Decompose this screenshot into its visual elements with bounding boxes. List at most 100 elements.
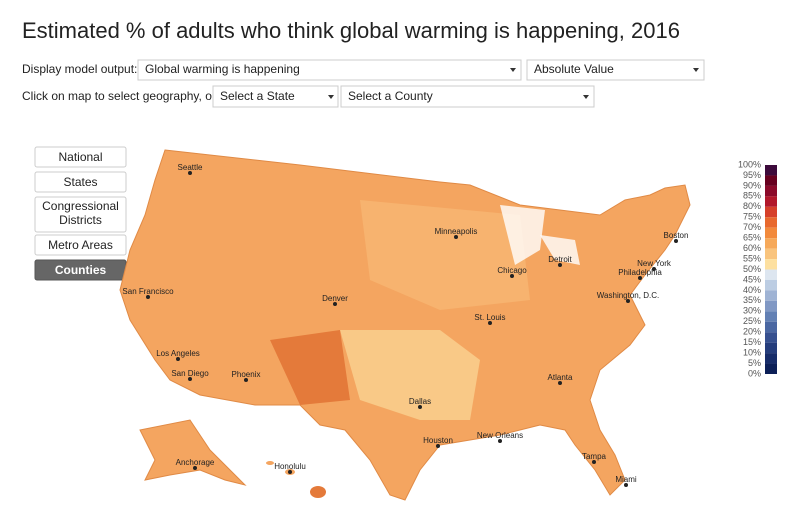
city-dot [558, 263, 562, 267]
geo-button[interactable] [34, 146, 127, 168]
dropdown-arrow [510, 68, 516, 72]
geo-label: Click on map to select geography, or: [22, 89, 219, 103]
city-dot [488, 321, 492, 325]
city-label: Washington, D.C. [597, 291, 659, 300]
city-label: Philadelphia [618, 268, 662, 277]
legend-label: 35% [743, 295, 761, 305]
city-label: Dallas [409, 397, 431, 406]
legend-swatch [765, 196, 777, 207]
legend-label: 20% [743, 327, 761, 337]
select-box[interactable] [526, 59, 705, 81]
legend-swatch [765, 175, 777, 186]
select-text: Absolute Value [534, 62, 614, 76]
select-box[interactable] [212, 85, 339, 108]
city-dot [193, 466, 197, 470]
legend-label: 0% [748, 368, 761, 378]
legend-label: 5% [748, 358, 761, 368]
select-text: Global warming is happening [145, 62, 300, 76]
city-dot [592, 460, 596, 464]
city-label: Denver [322, 294, 348, 303]
geo-button[interactable] [34, 196, 127, 233]
city-label: Chicago [497, 266, 527, 275]
legend-swatch [765, 238, 777, 249]
legend-label: 60% [743, 243, 761, 253]
city-label: San Diego [171, 369, 209, 378]
button-label: Congressional Districts [42, 199, 119, 227]
legend-swatch [765, 248, 777, 260]
legend-swatch [765, 311, 777, 322]
great-lakes [540, 235, 580, 265]
legend-swatch [765, 290, 777, 301]
city-label: San Francisco [122, 287, 174, 296]
geo-button[interactable] [34, 234, 127, 256]
city-label: Los Angeles [156, 349, 200, 358]
city-label: Miami [615, 475, 637, 484]
hawaii[interactable] [310, 486, 326, 498]
city-dot [558, 381, 562, 385]
button-label: Metro Areas [48, 238, 113, 252]
legend-label: 75% [743, 212, 761, 222]
city-label: Phoenix [232, 370, 261, 379]
legend-swatch [765, 353, 777, 364]
city-dot [510, 274, 514, 278]
legend-swatch [765, 217, 777, 228]
city-dot [436, 444, 440, 448]
legend-label: 55% [743, 253, 761, 263]
city-dot [454, 235, 458, 239]
dropdown-arrow [328, 95, 334, 99]
region-shade [360, 200, 530, 310]
legend-label: 15% [743, 337, 761, 347]
region-shade [340, 330, 480, 420]
legend-swatch [765, 206, 777, 218]
select-text: Select a State [220, 89, 295, 103]
legend-swatch [765, 321, 777, 333]
city-label: Detroit [548, 255, 572, 264]
legend-swatch [765, 259, 777, 270]
alaska[interactable] [139, 419, 247, 486]
legend-label: 25% [743, 316, 761, 326]
legend-label: 90% [743, 180, 761, 190]
model-select[interactable]: Global warming is happening [137, 59, 522, 81]
legend-label: 40% [743, 285, 761, 295]
city-label: New York [637, 259, 672, 268]
legend-swatch [765, 185, 777, 197]
city-dot [652, 267, 656, 271]
city-label: Atlanta [548, 373, 573, 382]
county-select[interactable]: Select a County [340, 85, 595, 108]
city-label: Honolulu [274, 462, 306, 471]
button-label: States [63, 175, 97, 189]
city-label: Boston [664, 231, 689, 240]
legend-swatch [765, 363, 777, 374]
city-dot [674, 239, 678, 243]
page-title: Estimated % of adults who think global w… [22, 18, 680, 43]
legend-label: 70% [743, 222, 761, 232]
select-box[interactable] [340, 85, 595, 108]
legend-label: 85% [743, 191, 761, 201]
value-select[interactable]: Absolute Value [526, 59, 705, 81]
dropdown-arrow [693, 68, 699, 72]
legend-swatch [765, 165, 777, 176]
city-label: Minneapolis [435, 227, 478, 236]
city-dot [244, 378, 248, 382]
legend-swatch [765, 227, 777, 239]
legend-label: 30% [743, 306, 761, 316]
legend-swatch [765, 300, 777, 312]
dropdown-arrow [583, 95, 589, 99]
hawaii[interactable] [266, 461, 274, 465]
city-labels: Seattle San Francisco Los Angeles San Diego… [122, 163, 688, 487]
legend-label: 10% [743, 347, 761, 357]
city-label: St. Louis [474, 313, 505, 322]
city-dot [176, 357, 180, 361]
legend-swatch [765, 269, 777, 280]
geography-buttons: National States Congressional Districts Metr… [34, 146, 127, 281]
geo-button[interactable] [34, 171, 127, 193]
select-box[interactable] [137, 59, 522, 81]
legend-label: 100% [738, 159, 761, 169]
state-select[interactable]: Select a State [212, 85, 339, 108]
legend-swatch [765, 342, 777, 354]
legend-label: 95% [743, 170, 761, 180]
legend: 100%95%90%85%80%75%70%65%60%55%50%45%40%… [738, 159, 777, 378]
map: Seattle San Francisco Los Angeles San Diego… [119, 149, 691, 501]
great-lakes [500, 205, 545, 265]
city-dot [188, 377, 192, 381]
